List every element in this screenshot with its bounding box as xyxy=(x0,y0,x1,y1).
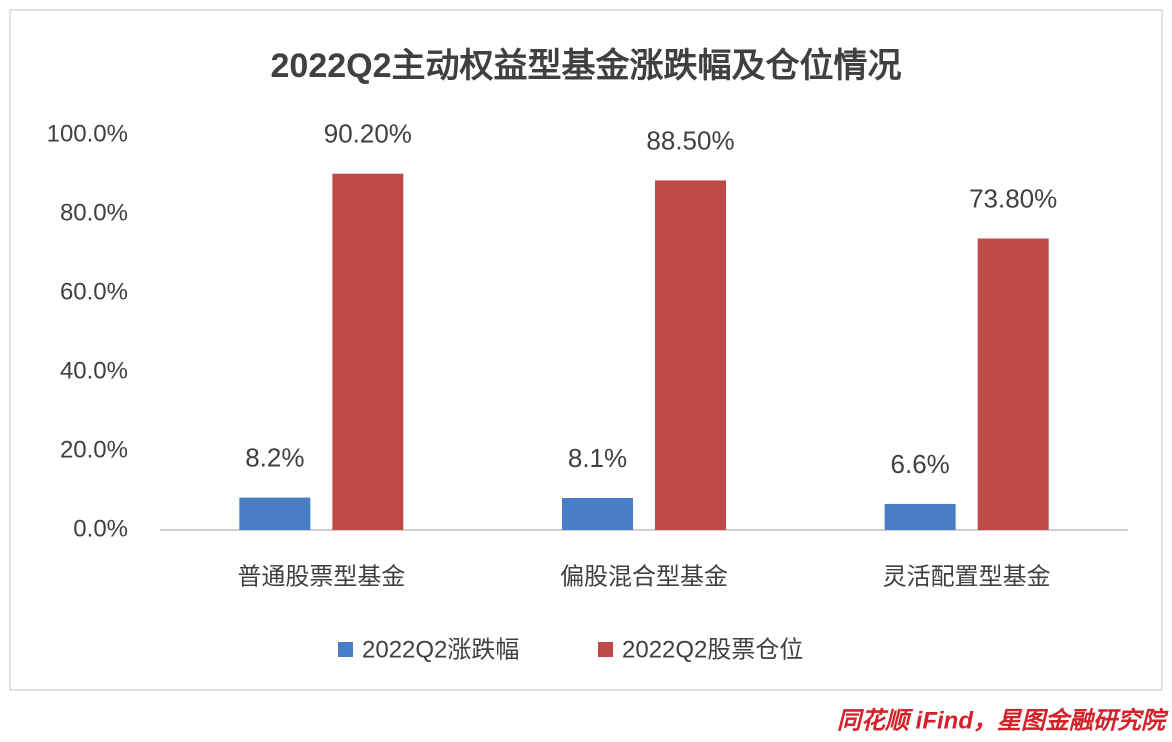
chart-border xyxy=(9,9,1163,691)
legend-swatch xyxy=(338,642,353,657)
x-tick-label: 灵活配置型基金 xyxy=(883,563,1051,590)
y-tick-label: 100.0% xyxy=(47,120,128,147)
legend-label: 2022Q2涨跌幅 xyxy=(362,636,519,663)
bar xyxy=(562,498,633,530)
value-label: 88.50% xyxy=(646,125,734,155)
y-tick-label: 0.0% xyxy=(73,515,128,542)
bar xyxy=(977,238,1049,531)
y-tick-label: 40.0% xyxy=(60,357,128,384)
value-label: 90.20% xyxy=(324,119,412,149)
value-label: 73.80% xyxy=(969,183,1057,213)
x-tick-label: 偏股混合型基金 xyxy=(560,563,728,590)
legend-swatch xyxy=(598,642,613,657)
value-label: 8.2% xyxy=(245,442,304,472)
source-note: 同花顺 iFind，星图金融研究院 xyxy=(837,707,1169,734)
bar xyxy=(655,180,726,531)
bar xyxy=(239,497,311,530)
y-tick-label: 80.0% xyxy=(60,199,128,226)
bar xyxy=(884,503,956,530)
chart-title: 2022Q2主动权益型基金涨跌幅及仓位情况 xyxy=(271,46,902,85)
y-tick-label: 20.0% xyxy=(60,436,128,463)
bar xyxy=(332,173,404,530)
legend-label: 2022Q2股票仓位 xyxy=(622,636,803,663)
y-tick-label: 60.0% xyxy=(60,278,128,305)
value-label: 6.6% xyxy=(891,449,950,479)
x-tick-label: 普通股票型基金 xyxy=(237,563,405,590)
value-label: 8.1% xyxy=(568,443,627,473)
